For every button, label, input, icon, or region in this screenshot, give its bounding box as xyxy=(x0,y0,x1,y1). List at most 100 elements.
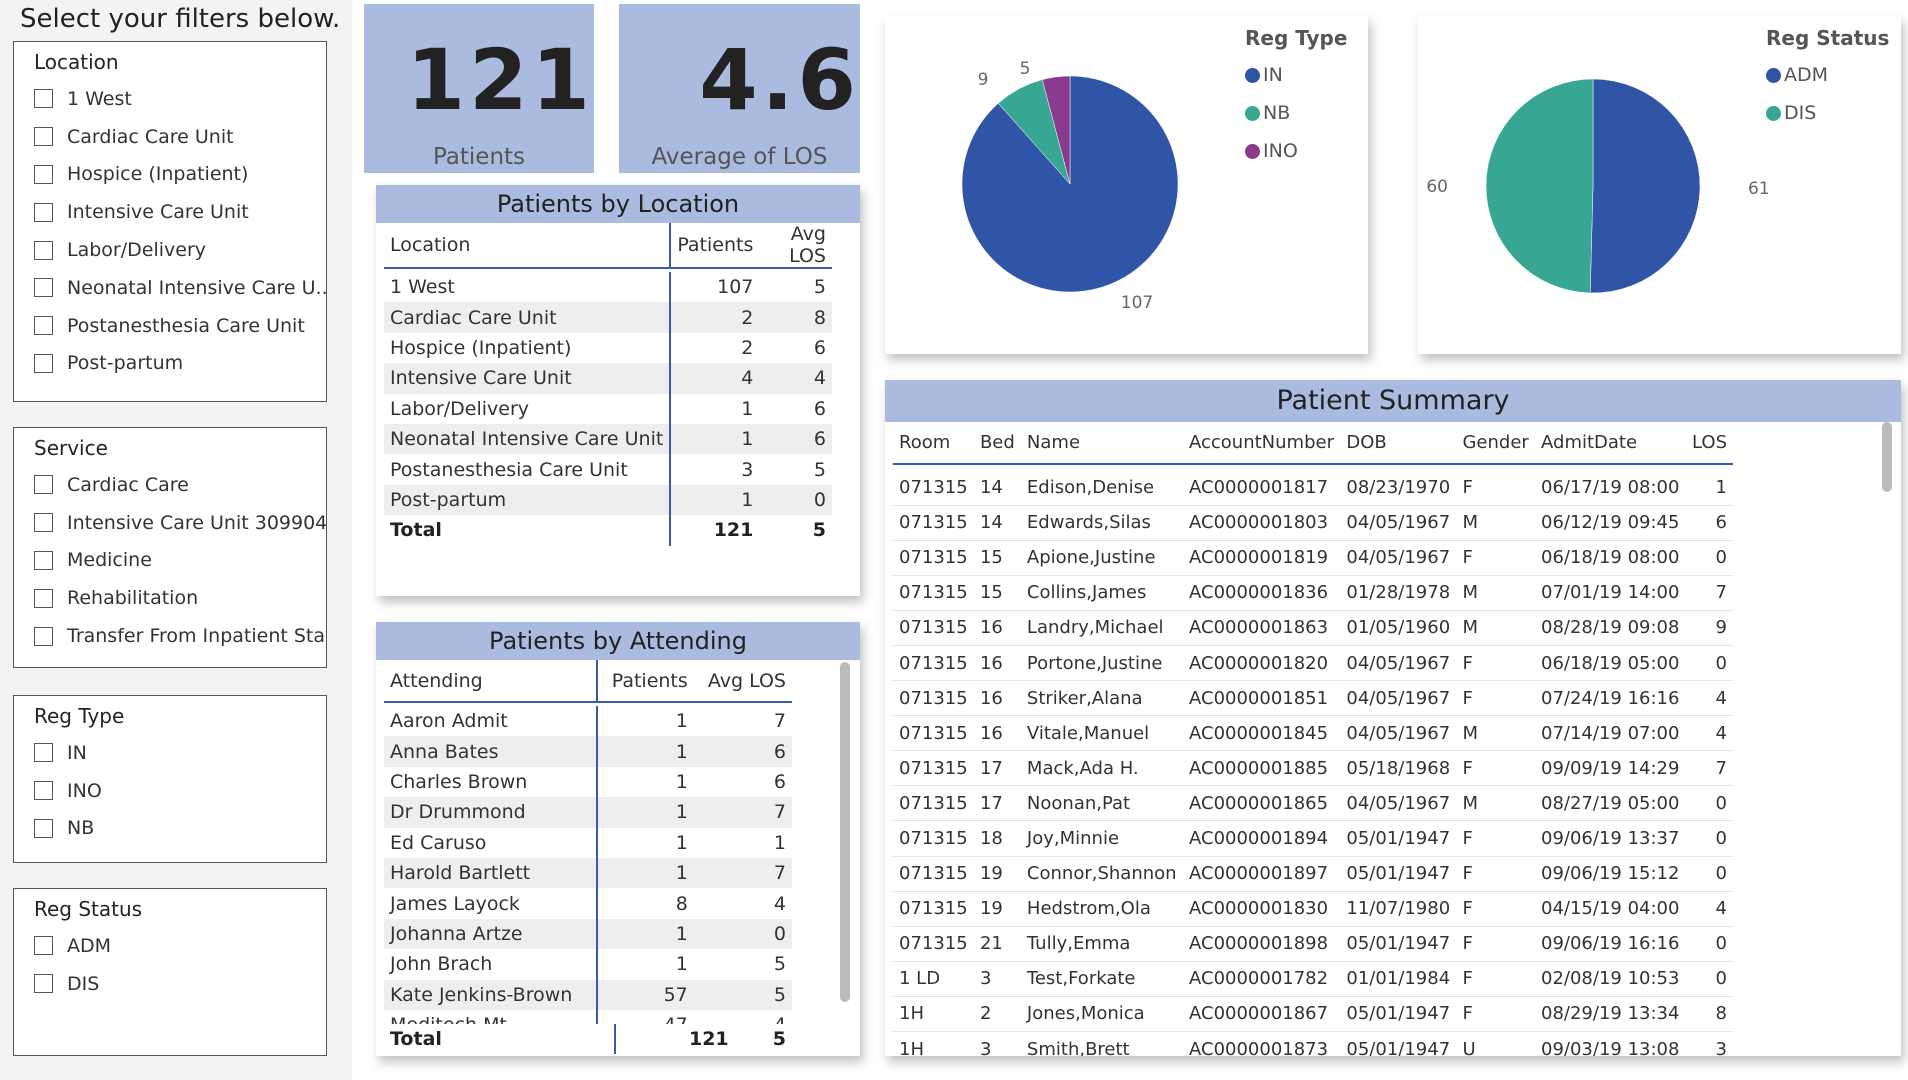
column-header[interactable]: Name xyxy=(1020,422,1183,465)
table-row[interactable]: 071315 14 Edwards,Silas AC0000001803 04/05/1… xyxy=(893,505,1733,541)
table-row[interactable]: 1 LD 3 Test,Forkate AC0000001782 01/01/1984 F… xyxy=(893,961,1733,997)
table-row[interactable]: Cardiac Care Unit 2 8 xyxy=(384,302,832,333)
attending-scrollbar[interactable] xyxy=(840,662,850,1002)
table-row[interactable]: 071315 16 Portone,Justine AC0000001820 04/05… xyxy=(893,645,1733,682)
checkbox[interactable] xyxy=(34,781,53,801)
service-option[interactable]: Rehabilitation xyxy=(34,579,326,617)
column-header[interactable]: Room xyxy=(893,422,974,465)
table-row[interactable]: Hospice (Inpatient) 2 6 xyxy=(384,332,832,364)
table-cell: 06/12/19 09:45 xyxy=(1535,505,1686,541)
table-row[interactable]: 071315 19 Connor,Shannon AC0000001897 05/01/… xyxy=(893,856,1733,892)
table-row[interactable]: 071315 18 Joy,Minnie AC0000001894 05/01/1947… xyxy=(893,820,1733,857)
reg_type-option[interactable]: INO xyxy=(34,772,326,810)
column-header[interactable]: Attending xyxy=(384,660,598,703)
reg_status-option[interactable]: DIS xyxy=(34,965,326,1003)
service-option[interactable]: Transfer From Inpatient Stay xyxy=(34,617,326,655)
column-header[interactable]: Patients xyxy=(670,223,760,269)
table-row[interactable]: 071315 21 Tully,Emma AC0000001898 05/01/1947… xyxy=(893,926,1733,962)
checkbox[interactable] xyxy=(34,743,53,763)
column-header[interactable]: Gender xyxy=(1456,422,1536,465)
checkbox[interactable] xyxy=(34,353,53,373)
pie-slice-adm[interactable] xyxy=(1589,78,1701,294)
table-row[interactable]: Dr Drummond 1 7 xyxy=(384,797,792,828)
table-row[interactable]: Labor/Delivery 1 6 xyxy=(384,393,832,424)
checkbox[interactable] xyxy=(34,513,53,533)
checkbox[interactable] xyxy=(34,475,53,495)
table-row[interactable]: Charles Brown 1 6 xyxy=(384,766,792,798)
location-option[interactable]: Cardiac Care Unit xyxy=(34,118,326,156)
table-row[interactable]: Postanesthesia Care Unit 3 5 xyxy=(384,454,832,485)
pie-slice-dis[interactable] xyxy=(1485,78,1594,294)
checkbox[interactable] xyxy=(34,974,53,994)
table-row[interactable]: 071315 14 Edison,Denise AC0000001817 08/23/1… xyxy=(893,470,1733,506)
checkbox[interactable] xyxy=(34,278,53,298)
location-option[interactable]: Neonatal Intensive Care U... xyxy=(34,269,326,307)
column-header[interactable]: DOB xyxy=(1340,422,1457,465)
legend-item[interactable]: DIS xyxy=(1766,94,1889,132)
legend-item[interactable]: ADM xyxy=(1766,56,1889,94)
table-row[interactable]: 1H 2 Jones,Monica AC0000001867 05/01/1947 F 08… xyxy=(893,996,1733,1033)
column-header[interactable]: Avg LOS xyxy=(759,223,832,269)
table-row[interactable]: 1 West 107 5 xyxy=(384,272,832,303)
legend-item[interactable]: NB xyxy=(1245,94,1347,132)
table-cell: 01/05/1960 xyxy=(1340,610,1457,646)
table-row[interactable]: Neonatal Intensive Care Unit 1 6 xyxy=(384,423,832,455)
location-option[interactable]: 1 West xyxy=(34,80,326,118)
table-row[interactable]: Anna Bates 1 6 xyxy=(384,736,792,767)
table-row[interactable]: 071315 17 Mack,Ada H. AC0000001885 05/18/196… xyxy=(893,750,1733,787)
checkbox[interactable] xyxy=(34,588,53,608)
table-row[interactable]: James Layock 8 4 xyxy=(384,888,792,919)
checkbox[interactable] xyxy=(34,240,53,260)
table-row[interactable]: 071315 15 Apione,Justine AC0000001819 04/05/… xyxy=(893,540,1733,576)
checkbox[interactable] xyxy=(34,316,53,336)
checkbox[interactable] xyxy=(34,550,53,570)
reg_status-option[interactable]: ADM xyxy=(34,927,326,965)
location-option[interactable]: Post-partum xyxy=(34,345,326,383)
reg_type-option[interactable]: NB xyxy=(34,810,326,848)
summary-scrollbar[interactable] xyxy=(1882,422,1892,492)
checkbox[interactable] xyxy=(34,626,53,646)
service-option[interactable]: Medicine xyxy=(34,542,326,580)
service-option[interactable]: Intensive Care Unit 309904... xyxy=(34,504,326,542)
checkbox[interactable] xyxy=(34,818,53,838)
table-row[interactable]: 1H 3 Smith,Brett AC0000001873 05/01/1947 U 09/… xyxy=(893,1031,1733,1056)
table-row[interactable]: 071315 19 Hedstrom,Ola AC0000001830 11/07/19… xyxy=(893,891,1733,927)
table-row[interactable]: Kate Jenkins-Brown 57 5 xyxy=(384,979,792,1010)
checkbox[interactable] xyxy=(34,936,53,956)
pie-slice-ino[interactable] xyxy=(1041,75,1071,185)
checkbox[interactable] xyxy=(34,202,53,222)
table-row[interactable]: 071315 16 Landry,Michael AC0000001863 01/05/… xyxy=(893,610,1733,646)
table-row[interactable]: Intensive Care Unit 4 4 xyxy=(384,363,832,394)
checkbox[interactable] xyxy=(34,164,53,184)
table-row[interactable]: 071315 16 Vitale,Manuel AC0000001845 04/05/1… xyxy=(893,715,1733,752)
location-option[interactable]: Hospice (Inpatient) xyxy=(34,156,326,194)
column-header[interactable]: AdmitDate xyxy=(1535,422,1686,465)
location-option[interactable]: Labor/Delivery xyxy=(34,231,326,269)
table-cell: Joy,Minnie xyxy=(1020,820,1183,857)
table-row[interactable]: 071315 15 Collins,James AC0000001836 01/28/1… xyxy=(893,575,1733,611)
table-row[interactable]: Ed Caruso 1 1 xyxy=(384,827,792,858)
column-header[interactable]: LOS xyxy=(1685,422,1733,465)
table-row[interactable]: John Brach 1 5 xyxy=(384,949,792,980)
reg_type-option[interactable]: IN xyxy=(34,734,326,772)
location-option[interactable]: Postanesthesia Care Unit xyxy=(34,307,326,345)
table-row[interactable]: Harold Bartlett 1 7 xyxy=(384,857,792,889)
table-row[interactable]: Post-partum 1 0 xyxy=(384,484,832,516)
table-row[interactable]: Aaron Admit 1 7 xyxy=(384,706,792,737)
column-header[interactable]: AccountNumber xyxy=(1183,422,1341,465)
checkbox[interactable] xyxy=(34,127,53,147)
table-cell: 6 xyxy=(773,770,786,793)
legend-item[interactable]: INO xyxy=(1245,132,1347,170)
location-option[interactable]: Intensive Care Unit xyxy=(34,193,326,231)
table-row[interactable]: Johanna Artze 1 0 xyxy=(384,918,792,950)
legend-item[interactable]: IN xyxy=(1245,56,1347,94)
table-row[interactable]: 071315 17 Noonan,Pat AC0000001865 04/05/1967… xyxy=(893,785,1733,822)
table-row[interactable]: 071315 16 Striker,Alana AC0000001851 04/05/1… xyxy=(893,680,1733,717)
column-header[interactable]: Location xyxy=(384,223,672,269)
option-label: Neonatal Intensive Care U... xyxy=(67,276,326,299)
column-header[interactable]: Bed xyxy=(973,422,1021,465)
column-header[interactable]: Patients xyxy=(596,660,694,703)
column-header[interactable]: Avg LOS xyxy=(693,660,792,703)
service-option[interactable]: Cardiac Care xyxy=(34,466,326,504)
checkbox[interactable] xyxy=(34,89,53,109)
